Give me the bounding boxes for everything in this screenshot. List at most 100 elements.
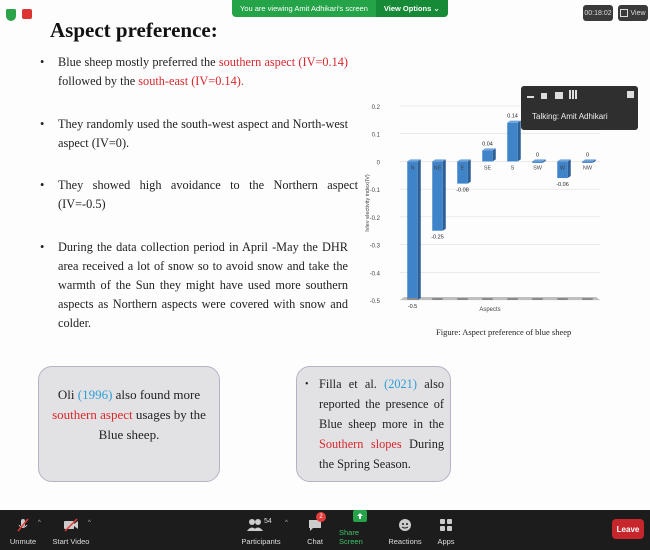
bar-side-SW: [542, 159, 546, 163]
chat-button[interactable]: Chat: [303, 510, 327, 550]
speaker-view-icon[interactable]: [555, 92, 563, 99]
bar-side-N: [417, 159, 421, 300]
bar-top-SW: [532, 159, 546, 162]
exit-fullscreen-icon[interactable]: [627, 91, 634, 98]
view-label: View: [630, 9, 646, 17]
participants-caret[interactable]: ^: [285, 520, 288, 526]
figure-caption: Figure: Aspect preference of blue sheep: [436, 327, 572, 337]
audio-options-caret[interactable]: ^: [38, 520, 41, 526]
talking-indicator-popup: Talking: Amit Adhikari: [521, 86, 638, 130]
text-segment: also reported the presence of Blue sheep…: [319, 377, 444, 431]
shared-screen: You are viewing Amit Adhikari's screen V…: [0, 0, 650, 510]
chat-icon: [307, 518, 323, 532]
bar-side-S: [517, 120, 521, 162]
bar-floor-shadow: [582, 298, 593, 300]
text-segment: Filla et al.: [319, 377, 385, 391]
text-segment: Southern slopes: [319, 437, 402, 451]
slide-title: Aspect preference:: [50, 18, 218, 42]
oli-reference-box: Oli (1996) also found more southern aspe…: [38, 366, 220, 482]
data-label: 0.14: [507, 114, 518, 120]
bar-top-E: [457, 159, 471, 162]
oli-reference-text: Oli (1996) also found more southern aspe…: [49, 385, 209, 445]
small-view-icon[interactable]: [541, 93, 547, 99]
share-screen-icon: [352, 509, 368, 523]
data-label: -0.06: [556, 182, 569, 188]
apps-button[interactable]: Apps: [433, 510, 459, 550]
bar-side-W: [567, 159, 571, 179]
bar-side-NE: [442, 159, 446, 231]
meeting-timer: 00:18:02: [583, 5, 613, 21]
video-options-caret[interactable]: ^: [88, 520, 91, 526]
bar-N: [407, 161, 418, 300]
y-tick-label: -0.5: [370, 299, 381, 305]
share-screen-button[interactable]: Share Screen: [339, 510, 381, 550]
participants-label: Participants: [241, 537, 281, 546]
participants-button[interactable]: 54 Participants: [241, 510, 281, 550]
reactions-button[interactable]: Reactions: [388, 510, 422, 550]
x-tick-label: SW: [533, 165, 543, 171]
text-segment: southern aspect (IV=0.14): [218, 55, 349, 69]
minimize-icon[interactable]: [527, 96, 534, 98]
bar-side-SE: [492, 148, 496, 162]
reactions-icon: [397, 518, 413, 532]
bar-floor-shadow: [432, 298, 443, 300]
gallery-view-icon[interactable]: [569, 90, 577, 99]
y-tick-label: 0.2: [372, 105, 381, 111]
bar-NW: [582, 161, 593, 163]
bullet-dot: •: [305, 379, 309, 390]
start-video-button[interactable]: Start Video: [52, 510, 90, 550]
participants-count: 54: [264, 518, 272, 525]
y-tick-label: 0.1: [372, 133, 381, 139]
data-label: -0.5: [408, 304, 417, 310]
x-tick-label: SE: [484, 165, 492, 171]
bar-floor-shadow: [557, 298, 568, 300]
bar-top-NW: [582, 159, 596, 162]
grid-view-icon: [620, 9, 629, 17]
x-tick-label: N: [411, 165, 415, 171]
text-segment: (1996): [77, 387, 113, 402]
share-screen-label: Share Screen: [339, 528, 363, 546]
y-axis-label: Ivlev electivity index(IV): [365, 174, 371, 232]
filla-reference-box: • Filla et al. (2021) also reported the …: [296, 366, 451, 482]
text-segment: south-east (IV=0.14).: [138, 74, 244, 88]
view-options-button[interactable]: View Options ⌄: [375, 0, 448, 17]
leave-button[interactable]: Leave: [612, 519, 644, 539]
view-button[interactable]: View: [618, 5, 648, 21]
y-tick-label: -0.1: [370, 188, 381, 194]
filla-reference-text: Filla et al. (2021) also reported the pr…: [319, 374, 444, 474]
recording-icon: [22, 9, 32, 19]
y-tick-label: -0.4: [370, 271, 381, 277]
text-segment: During the Spring Season.: [319, 437, 444, 471]
bar-E: [457, 161, 468, 184]
bar-floor-shadow: [482, 298, 493, 300]
chat-label: Chat: [307, 537, 323, 546]
unmute-button[interactable]: Unmute: [8, 510, 38, 550]
apps-icon: [438, 518, 454, 532]
apps-label: Apps: [437, 537, 455, 546]
data-label: 0: [536, 152, 539, 158]
bullet-text: Blue sheep mostly preferred the southern…: [58, 53, 348, 91]
aspect-preference-chart: 0.2 0.1 0 -0.1 -0.2 -0.3 -0.4 -0.5 Ivlev electiv…: [365, 105, 600, 313]
x-axis-label: Aspects: [479, 307, 500, 313]
text-segment: During the data collection period in Apr…: [58, 240, 348, 330]
talking-label: Talking: Amit Adhikari: [532, 112, 608, 121]
bar-side-E: [467, 159, 471, 184]
bullet-text: They showed high avoidance to the Northe…: [58, 176, 358, 214]
text-segment: (2021): [384, 377, 417, 391]
bar-S: [507, 122, 518, 162]
bar-floor-shadow: [457, 298, 468, 300]
data-label: -0.25: [431, 235, 444, 241]
bullet-text: During the data collection period in Apr…: [58, 238, 348, 333]
start-video-label: Start Video: [52, 537, 90, 546]
bar-floor-shadow: [507, 298, 518, 300]
bar-side-NW: [592, 159, 596, 163]
text-segment: southern aspect: [52, 407, 133, 422]
text-segment: They randomly used the south-west aspect…: [58, 117, 348, 150]
security-shield-icon[interactable]: [6, 9, 16, 21]
text-segment: Blue sheep mostly preferred the: [58, 55, 219, 69]
bar-top-N: [407, 159, 421, 162]
participants-icon: 54: [247, 518, 275, 532]
bar-W: [557, 161, 568, 179]
x-tick-label: NW: [583, 165, 593, 171]
chat-unread-badge: 2: [316, 512, 326, 522]
